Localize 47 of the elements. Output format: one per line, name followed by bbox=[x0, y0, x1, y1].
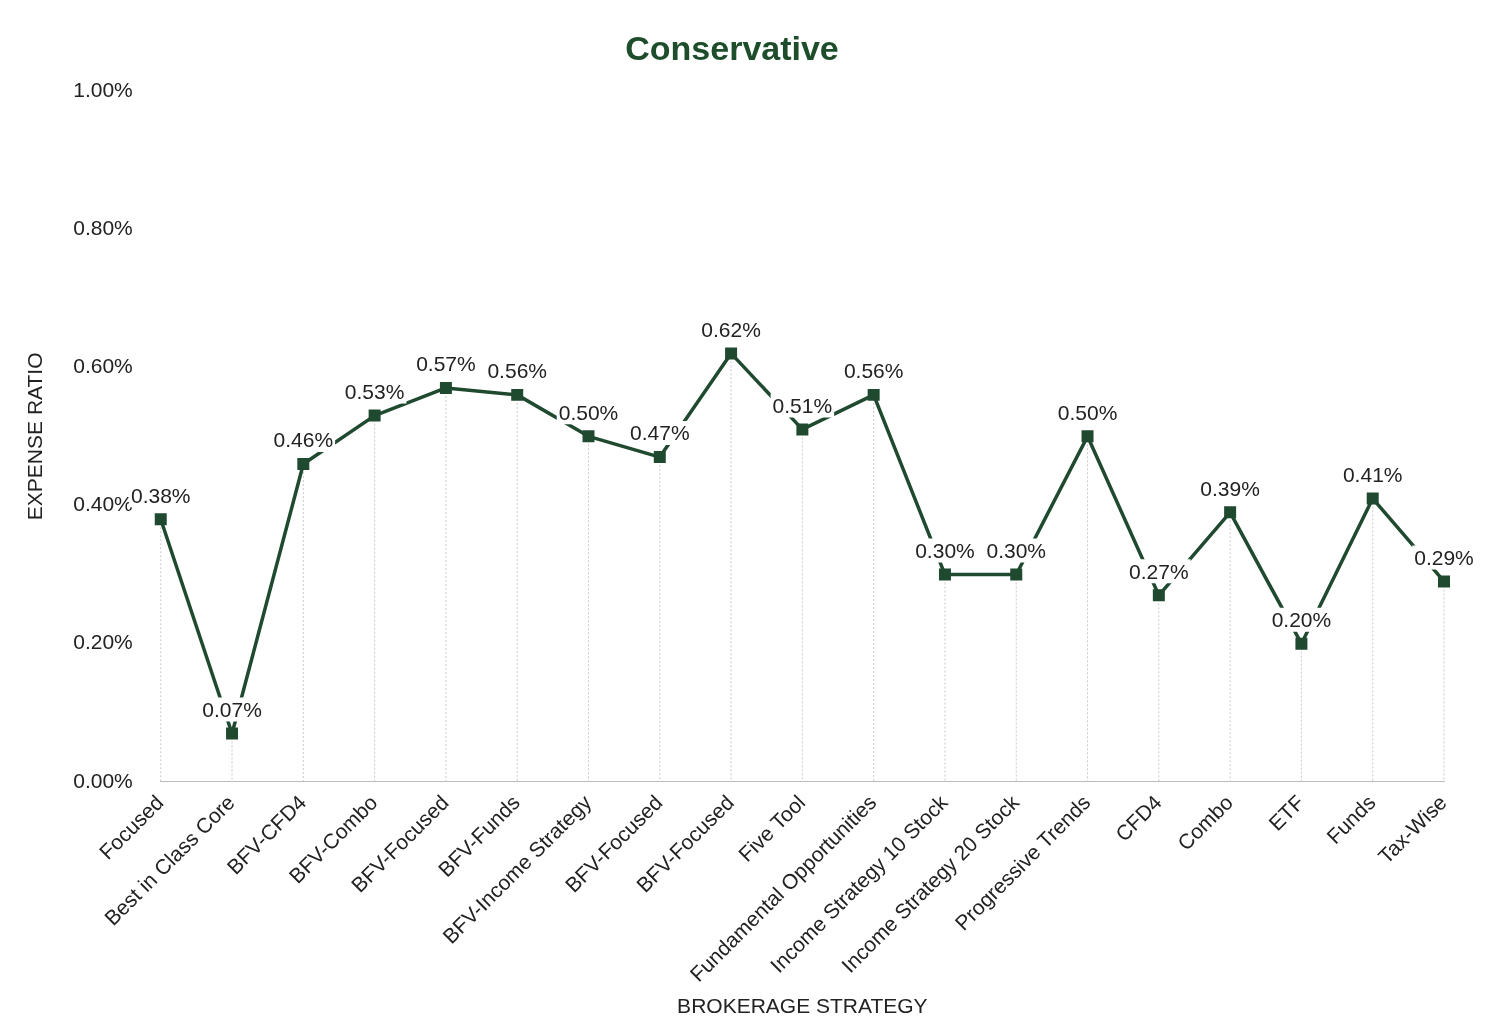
point bbox=[1224, 506, 1237, 519]
point bbox=[297, 457, 310, 470]
point bbox=[796, 423, 809, 436]
data-label: 0.39% bbox=[1200, 476, 1260, 500]
data-label: 0.50% bbox=[1057, 400, 1118, 424]
point bbox=[725, 347, 738, 360]
point bbox=[1366, 492, 1379, 505]
data-label: 0.62% bbox=[701, 317, 761, 341]
data-label: 0.50% bbox=[558, 400, 619, 424]
data-label: 0.38% bbox=[130, 483, 191, 507]
point bbox=[653, 451, 666, 464]
point bbox=[1438, 575, 1450, 588]
point bbox=[1152, 589, 1165, 602]
data-label: 0.47% bbox=[630, 421, 690, 445]
data-label: 0.20% bbox=[1271, 607, 1332, 631]
data-label: 0.57% bbox=[416, 352, 476, 376]
x-axis-title: BROKERAGE STRATEGY bbox=[677, 994, 928, 1018]
data-label: 0.56% bbox=[843, 359, 904, 383]
point bbox=[582, 430, 595, 443]
y-tick-label: 0.20% bbox=[73, 630, 133, 654]
data-label: 0.30% bbox=[986, 538, 1047, 562]
point bbox=[1010, 568, 1023, 581]
data-label: 0.56% bbox=[487, 359, 547, 383]
data-label: 0.27% bbox=[1129, 559, 1189, 583]
point bbox=[154, 513, 167, 526]
data-label: 0.41% bbox=[1342, 462, 1403, 486]
y-tick-label: 0.00% bbox=[73, 768, 133, 792]
point bbox=[368, 409, 381, 422]
y-tick-label: 0.60% bbox=[73, 354, 133, 378]
data-label: 0.30% bbox=[915, 538, 975, 562]
y-axis-title: EXPENSE RATIO bbox=[23, 352, 47, 521]
y-tick-label: 0.80% bbox=[73, 215, 133, 239]
data-label: 0.07% bbox=[202, 697, 262, 721]
y-tick-label: 1.00% bbox=[73, 77, 133, 101]
data-label: 0.53% bbox=[344, 379, 405, 403]
point bbox=[1081, 430, 1094, 443]
data-label: 0.29% bbox=[1414, 545, 1474, 569]
point bbox=[1295, 637, 1308, 650]
data-label: 0.51% bbox=[772, 393, 833, 417]
point bbox=[226, 727, 239, 740]
y-tick-label: 0.40% bbox=[73, 492, 133, 516]
point bbox=[867, 388, 880, 401]
point bbox=[938, 568, 951, 581]
point bbox=[511, 388, 524, 401]
chart-title: Conservative bbox=[625, 28, 839, 67]
data-label: 0.46% bbox=[273, 428, 334, 452]
point bbox=[439, 381, 452, 394]
